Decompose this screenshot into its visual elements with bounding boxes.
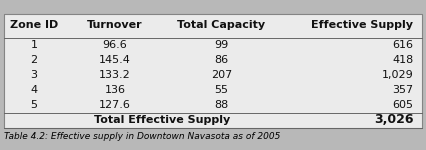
- Text: Table 4.2: Effective supply in Downtown Navasota as of 2005: Table 4.2: Effective supply in Downtown …: [4, 132, 281, 141]
- Text: 1: 1: [31, 40, 37, 50]
- Text: 418: 418: [392, 55, 413, 65]
- Text: 357: 357: [392, 85, 413, 95]
- Text: 99: 99: [214, 40, 229, 50]
- Text: Total Capacity: Total Capacity: [178, 21, 265, 30]
- Text: 605: 605: [392, 100, 413, 110]
- FancyBboxPatch shape: [4, 14, 422, 128]
- Text: 96.6: 96.6: [103, 40, 127, 50]
- Text: 133.2: 133.2: [99, 70, 131, 80]
- Text: 1,029: 1,029: [381, 70, 413, 80]
- Text: 3,026: 3,026: [374, 114, 413, 126]
- Text: Effective Supply: Effective Supply: [311, 21, 413, 30]
- Text: 3: 3: [31, 70, 37, 80]
- Text: 136: 136: [104, 85, 126, 95]
- Text: 207: 207: [211, 70, 232, 80]
- Text: 127.6: 127.6: [99, 100, 131, 110]
- Text: Zone ID: Zone ID: [10, 21, 58, 30]
- Text: 86: 86: [214, 55, 229, 65]
- Text: 145.4: 145.4: [99, 55, 131, 65]
- Text: 55: 55: [215, 85, 228, 95]
- Text: Total Effective Supply: Total Effective Supply: [94, 115, 230, 125]
- Text: Turnover: Turnover: [87, 21, 143, 30]
- Text: 616: 616: [392, 40, 413, 50]
- Text: 2: 2: [31, 55, 37, 65]
- Text: 5: 5: [31, 100, 37, 110]
- Text: 88: 88: [214, 100, 229, 110]
- Text: 4: 4: [31, 85, 37, 95]
